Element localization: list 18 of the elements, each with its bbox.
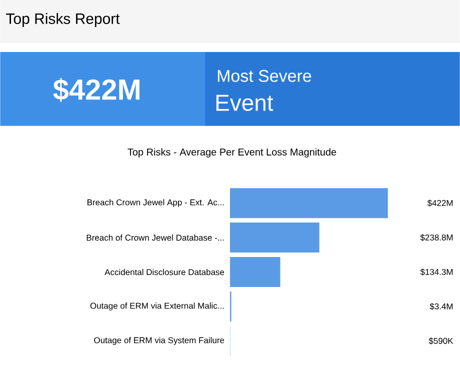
text: Event — [216, 95, 274, 112]
data-label: $134.3M — [420, 268, 453, 276]
data-label: $590K — [428, 338, 454, 345]
bar — [230, 257, 280, 288]
text: Most Severe — [218, 70, 312, 82]
text: $422M — [53, 78, 140, 102]
y-tick-label: Accidental Disclosure Database — [104, 269, 224, 276]
data-label: $422M — [427, 200, 453, 207]
bar — [230, 222, 320, 253]
text: Top Risks Report — [6, 13, 120, 28]
y-tick-label: Outage of ERM via External Malic... — [90, 302, 224, 311]
y-tick-label: Breach of Crown Jewel Database -... — [86, 234, 224, 241]
bar — [230, 188, 388, 218]
y-tick-label: Outage of ERM via System Failure — [94, 337, 224, 346]
y-tick-label: Breach Crown Jewel App - Ext. Ac... — [88, 199, 224, 208]
data-label: $3.4M — [430, 303, 453, 310]
chart-title: Top Risks - Average Per Event Loss Magnitude — [128, 148, 336, 158]
data-label: $238.8M — [420, 234, 453, 242]
